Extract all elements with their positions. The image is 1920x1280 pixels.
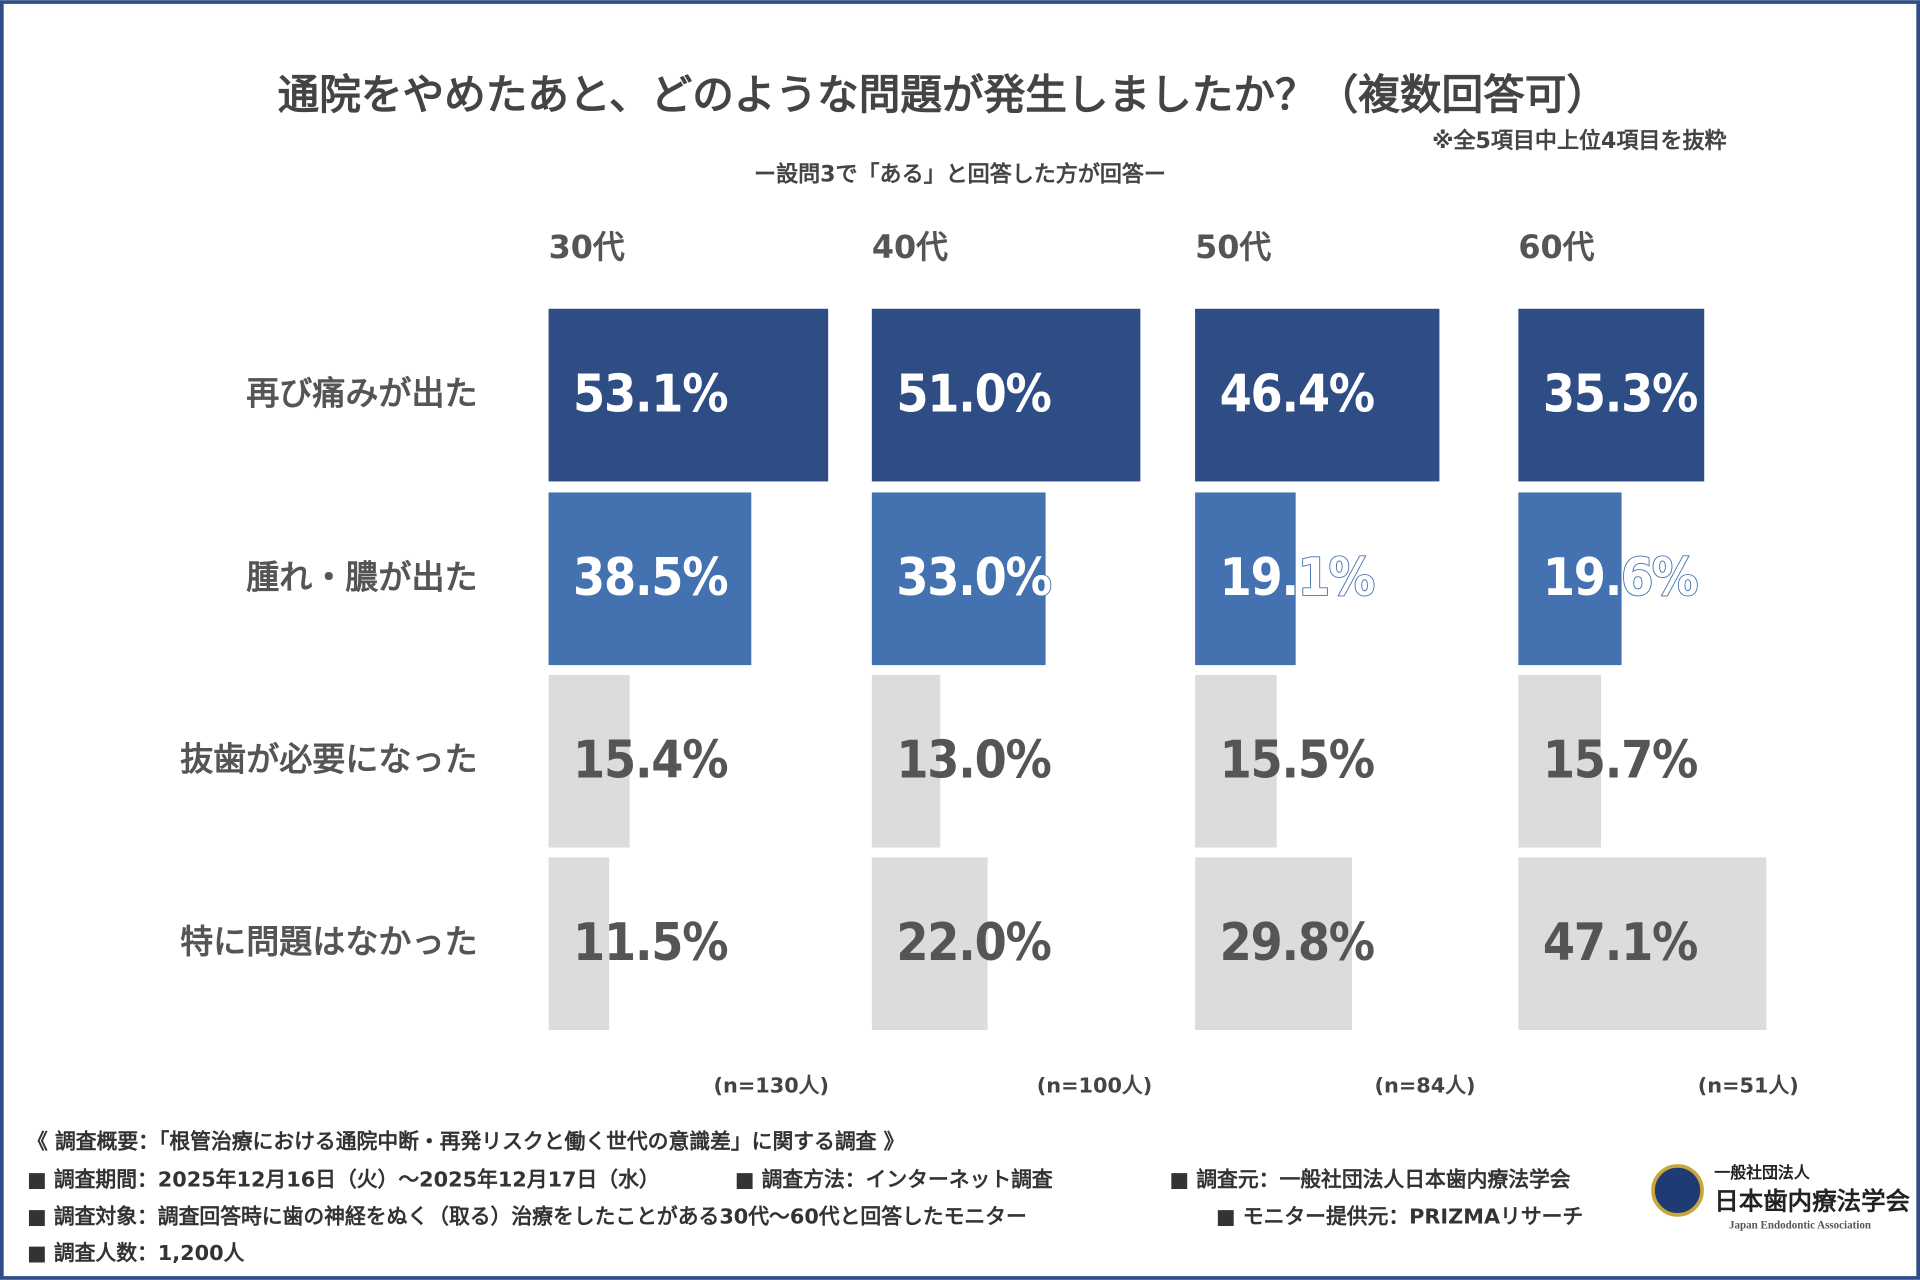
value-label: 19.1% bbox=[1220, 548, 1374, 608]
bar bbox=[871, 492, 1046, 666]
bar bbox=[548, 308, 829, 482]
category-label: 腫れ・膿が出た bbox=[246, 557, 477, 596]
value-label: 19.6% bbox=[1543, 548, 1697, 608]
chart-title: 通院をやめたあと、どのような問題が発生しましたか？（複数回答可） bbox=[278, 70, 1608, 119]
category-label: 抜歯が必要になった bbox=[180, 740, 477, 779]
value-label: 35.3% bbox=[1543, 365, 1697, 425]
bar bbox=[1518, 492, 1622, 666]
footer-item: ■ 調査方法：インターネット調査 bbox=[735, 1168, 1053, 1192]
value-label: 46.4% bbox=[1220, 365, 1374, 425]
footer-item: ■ モニター提供元：PRIZMAリサーチ bbox=[1216, 1204, 1583, 1228]
value-label: 11.5% bbox=[573, 913, 727, 973]
value-label: 15.5% bbox=[1220, 731, 1374, 791]
legend-label: 50代 bbox=[1195, 228, 1271, 266]
bar bbox=[1195, 308, 1440, 482]
bar bbox=[871, 857, 988, 1030]
bar bbox=[871, 674, 941, 848]
bar bbox=[1195, 492, 1296, 666]
value-label: 53.1% bbox=[573, 365, 727, 425]
footer-item: ■ 調査対象：調査回答時に歯の神経をぬく（取る）治療をしたことがある30代〜60… bbox=[27, 1204, 1027, 1228]
bar bbox=[1518, 308, 1705, 482]
footer-item: ■ 調査期間：2025年12月16日（火）〜2025年12月17日（水） bbox=[27, 1168, 660, 1192]
note: ※全5項目中上位4項目を抜粋 bbox=[1432, 128, 1726, 154]
footer-item: ■ 調査元：一般社団法人日本歯内療法学会 bbox=[1169, 1168, 1570, 1192]
sample-size: (n=51人) bbox=[1698, 1073, 1799, 1097]
logo-name: 日本歯内療法学会 bbox=[1714, 1187, 1910, 1216]
value-label: 47.1% bbox=[1543, 913, 1697, 973]
value-label: 13.0% bbox=[896, 731, 1050, 791]
legend-label: 60代 bbox=[1518, 228, 1594, 266]
bar bbox=[548, 857, 610, 1030]
footer-heading: 《 調査概要：「根管治療における通院中断・再発リスクと働く世代の意識差」に関する… bbox=[27, 1130, 905, 1154]
logo-org-type: 一般社団法人 bbox=[1714, 1163, 1810, 1182]
bar bbox=[1518, 857, 1767, 1030]
value-label: 38.5% bbox=[573, 548, 727, 608]
bar bbox=[548, 492, 752, 666]
sample-size: (n=130人) bbox=[714, 1073, 829, 1097]
value-label: 15.7% bbox=[1543, 731, 1697, 791]
value-label: 15.4% bbox=[573, 731, 727, 791]
category-label: 再び痛みが出た bbox=[246, 374, 477, 413]
bar bbox=[548, 674, 630, 848]
bar bbox=[871, 308, 1141, 482]
subtitle: ー設問3で「ある」と回答した方が回答ー bbox=[754, 161, 1166, 187]
sample-size: (n=100人) bbox=[1037, 1073, 1152, 1097]
category-label: 特に問題はなかった bbox=[180, 922, 477, 961]
legend-label: 30代 bbox=[549, 228, 625, 266]
bar bbox=[1518, 674, 1602, 848]
sample-size: (n=84人) bbox=[1375, 1073, 1476, 1097]
legend-label: 40代 bbox=[872, 228, 948, 266]
footer-item: ■ 調査人数：1,200人 bbox=[27, 1241, 245, 1265]
bar bbox=[1195, 857, 1353, 1030]
value-label: 51.0% bbox=[896, 365, 1050, 425]
value-label: 29.8% bbox=[1220, 913, 1374, 973]
value-label: 33.0% bbox=[896, 548, 1050, 608]
logo-mark bbox=[1651, 1164, 1704, 1217]
value-label: 22.0% bbox=[896, 913, 1050, 973]
bar bbox=[1195, 674, 1277, 848]
logo-english: Japan Endodontic Association bbox=[1729, 1219, 1871, 1231]
